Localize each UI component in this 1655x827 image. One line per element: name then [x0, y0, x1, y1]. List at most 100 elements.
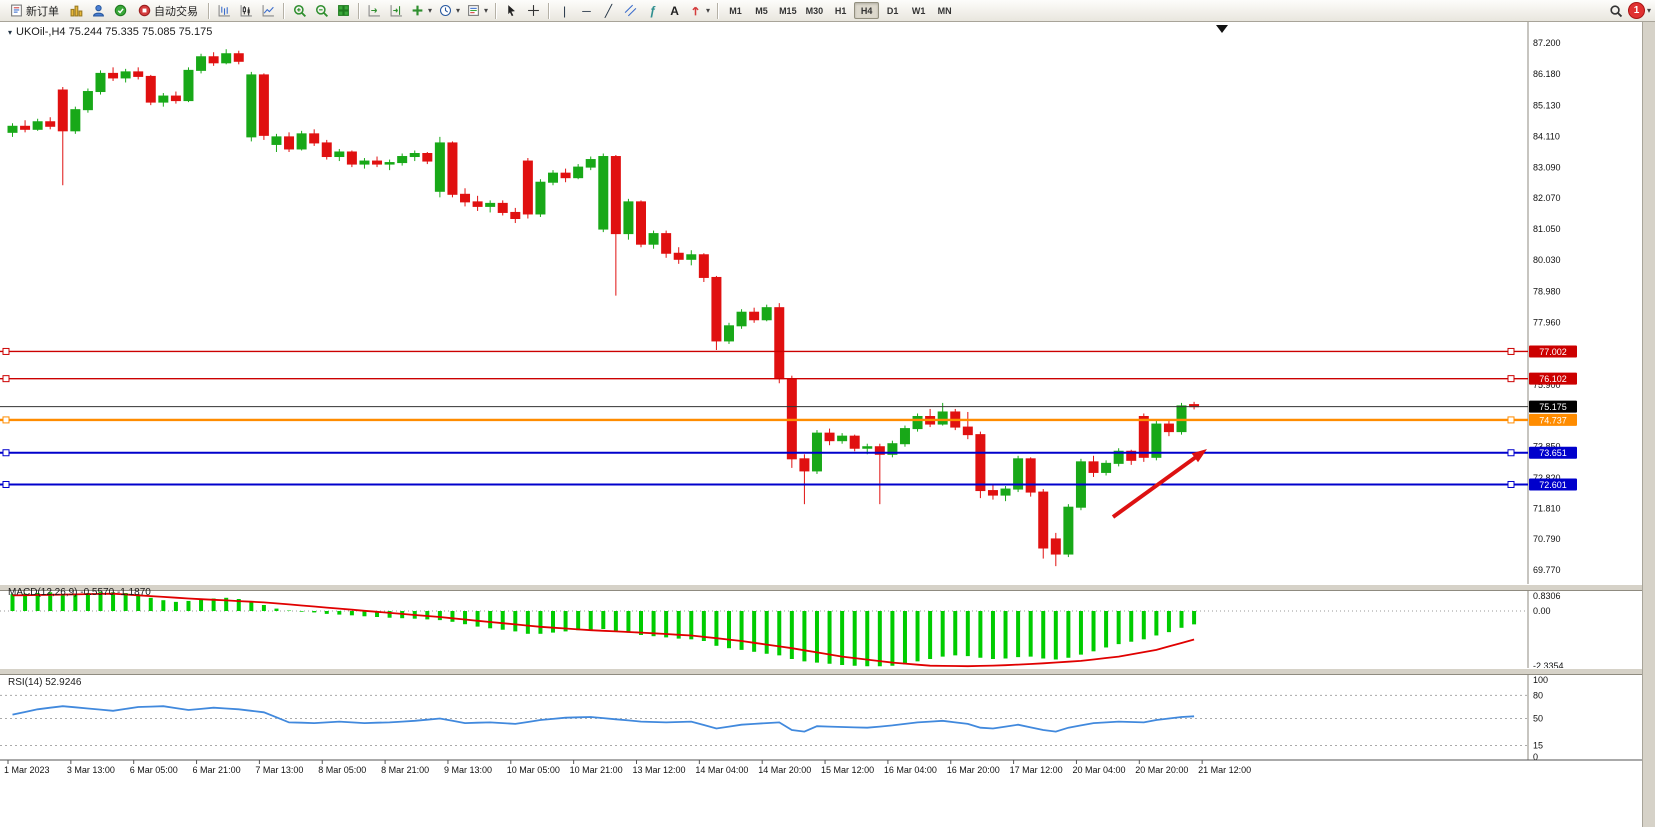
candle [698, 253, 709, 282]
candle [82, 88, 93, 113]
zoom-in-button[interactable] [289, 1, 310, 20]
market-watch-button[interactable] [66, 1, 87, 20]
candle [799, 454, 810, 505]
timeframe-h1-button[interactable]: H1 [828, 2, 853, 19]
line-handle[interactable] [2, 480, 10, 488]
time-tick-label: 14 Mar 04:00 [695, 765, 748, 775]
price-badge-label: 72.601 [1539, 480, 1567, 490]
timeframe-m30-button[interactable]: M30 [802, 2, 828, 19]
price-axis[interactable]: 87.200 86.180 85.130 84.110 83.090 82.070 81.0… [1527, 22, 1561, 760]
line-handle[interactable] [1507, 347, 1515, 355]
bar-chart-button[interactable] [214, 1, 235, 20]
candle [221, 49, 232, 65]
timeframe-w1-button[interactable]: W1 [906, 2, 931, 19]
candle [1113, 448, 1124, 467]
text-tool-button[interactable]: A [664, 1, 685, 20]
toolbar-separator [208, 2, 210, 19]
candle [1101, 460, 1112, 476]
line-handle[interactable] [2, 449, 10, 457]
arrows-tool-button[interactable]: ▾ [686, 1, 713, 20]
candle [346, 150, 357, 168]
line-handle[interactable] [1507, 416, 1515, 424]
timeframe-m5-button[interactable]: M5 [749, 2, 774, 19]
candle [422, 151, 433, 165]
toolbar: 新订单 自动交易 ▾ ▾ [0, 0, 1655, 22]
periods-button[interactable]: ▾ [436, 1, 463, 20]
toolbar-separator [495, 2, 498, 19]
zoom-out-icon [315, 4, 328, 17]
timeframe-h4-button[interactable]: H4 [854, 2, 880, 19]
horizontal-line-button[interactable]: ─ [576, 1, 597, 20]
timeframe-mn-button[interactable]: MN [932, 2, 957, 19]
horizontal-line[interactable]: 76.102 [0, 372, 1577, 385]
line-handle[interactable] [2, 347, 10, 355]
candle [460, 188, 471, 207]
chart-shift-button[interactable] [386, 1, 407, 20]
line-chart-button[interactable] [258, 1, 279, 20]
candle [170, 91, 181, 104]
chart-dropdown-icon[interactable]: ▾ [8, 27, 13, 37]
trendline-button[interactable]: ╱ [598, 1, 619, 20]
chevron-down-icon: ▾ [706, 6, 711, 15]
indicators-button[interactable]: ▾ [408, 1, 435, 20]
time-tick-label: 16 Mar 20:00 [947, 765, 1000, 775]
horizontal-line[interactable]: 74.737 [0, 413, 1577, 426]
candle [208, 52, 219, 66]
candle [1013, 455, 1024, 493]
time-tick-label: 15 Mar 12:00 [821, 765, 874, 775]
cursor-button[interactable] [501, 1, 522, 20]
crosshair-button[interactable] [523, 1, 544, 20]
candle [661, 230, 672, 258]
new-order-button[interactable]: 新订单 [4, 1, 65, 20]
candle [334, 148, 345, 162]
navigator-person-icon [93, 4, 104, 17]
chevron-down-icon: ▾ [428, 6, 433, 15]
vertical-line-button[interactable]: | [554, 1, 575, 20]
navigator-button[interactable] [88, 1, 109, 20]
candle [585, 156, 596, 171]
crosshair-icon [528, 5, 539, 16]
time-tick-label: 6 Mar 21:00 [193, 765, 241, 775]
templates-button[interactable]: ▾ [464, 1, 491, 20]
time-tick-label: 17 Mar 12:00 [1010, 765, 1063, 775]
panel-divider-rsi[interactable] [0, 668, 1642, 675]
toolbar-separator [358, 2, 360, 19]
line-handle[interactable] [2, 416, 10, 424]
candle [196, 53, 207, 74]
zoom-out-button[interactable] [311, 1, 332, 20]
panel-divider-macd[interactable] [0, 584, 1642, 591]
timeframe-m1-button[interactable]: M1 [723, 2, 748, 19]
rsi-axis-label: 0 [1533, 752, 1538, 762]
horizontal-line[interactable]: 73.651 [0, 446, 1577, 459]
arrow-symbol-icon [692, 6, 699, 16]
timeframe-m15-button[interactable]: M15 [775, 2, 801, 19]
equidistant-channel-button[interactable] [620, 1, 641, 20]
line-handle[interactable] [1507, 449, 1515, 457]
search-button[interactable] [1606, 1, 1627, 20]
auto-scroll-button[interactable] [364, 1, 385, 20]
candle [811, 430, 822, 474]
price-badge [1529, 372, 1577, 385]
trend-arrow[interactable] [1111, 449, 1207, 519]
chart-shift-marker[interactable] [1216, 25, 1228, 33]
candlestick-chart-button[interactable] [236, 1, 257, 20]
tile-windows-button[interactable] [333, 1, 354, 20]
line-handle[interactable] [2, 375, 10, 383]
fibonacci-button[interactable]: ƒ [642, 1, 663, 20]
horizontal-line[interactable]: 72.601 [0, 478, 1577, 491]
price-badge-label: 73.651 [1539, 448, 1567, 458]
candle [912, 413, 923, 432]
notification-badge[interactable]: 1 [1627, 2, 1645, 19]
line-handle[interactable] [1507, 480, 1515, 488]
timeframe-d1-button[interactable]: D1 [880, 2, 905, 19]
time-tick-label: 14 Mar 20:00 [758, 765, 811, 775]
autotrading-button[interactable]: 自动交易 [132, 1, 204, 20]
time-axis[interactable]: 1 Mar 2023 3 Mar 13:00 6 Mar 05:00 6 Mar 21… [0, 759, 1642, 775]
line-handle[interactable] [1507, 375, 1515, 383]
horizontal-line[interactable]: 77.002 [0, 345, 1577, 358]
svg-text:75.175: 75.175 [1539, 402, 1567, 412]
candle [1025, 457, 1036, 497]
terminal-button[interactable] [110, 1, 131, 20]
right-scrollbar[interactable] [1642, 22, 1655, 827]
